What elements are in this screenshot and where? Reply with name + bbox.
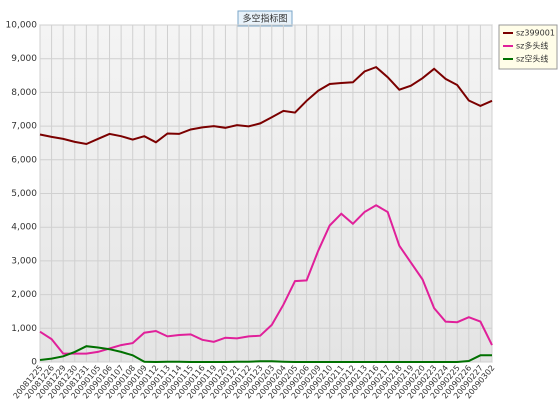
series-line bbox=[39, 345, 492, 364]
y-tick-label: 4,000 bbox=[11, 223, 37, 233]
series-line bbox=[39, 204, 493, 355]
y-tick-label: 10,000 bbox=[6, 21, 38, 31]
title-box bbox=[237, 10, 293, 27]
y-tick-label: 6,000 bbox=[11, 155, 37, 165]
y-tick-label: 8,000 bbox=[11, 88, 37, 98]
y-tick-label: 9,000 bbox=[11, 54, 37, 64]
legend-label: sz空头线 bbox=[516, 54, 548, 64]
y-tick-label: 3,000 bbox=[11, 256, 37, 266]
y-tick-label: 7,000 bbox=[11, 122, 37, 132]
y-tick-label: 0 bbox=[31, 358, 37, 368]
y-tick-label: 1,000 bbox=[11, 324, 37, 334]
series-line bbox=[39, 65, 493, 146]
chart-title: 多空指标图 bbox=[242, 13, 287, 25]
legend-label: sz399001 bbox=[516, 29, 555, 38]
y-tick-label: 5,000 bbox=[11, 189, 37, 199]
y-tick-label: 2,000 bbox=[11, 290, 37, 300]
legend-label: sz多头线 bbox=[516, 41, 548, 51]
